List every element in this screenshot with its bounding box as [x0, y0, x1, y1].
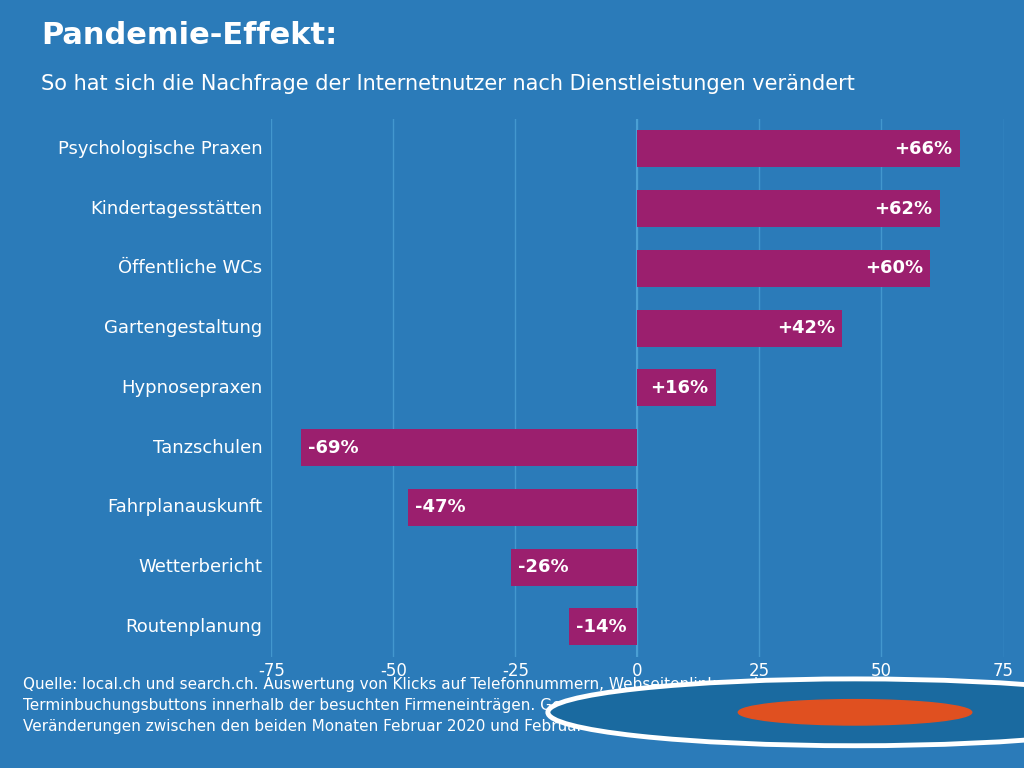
Text: Routenplanung: Routenplanung [126, 617, 262, 636]
Bar [637, 250, 931, 287]
Text: Gartengestaltung: Gartengestaltung [104, 319, 262, 337]
Bar [408, 488, 637, 526]
Bar [637, 131, 959, 167]
Text: Kindertagesstätten: Kindertagesstätten [90, 200, 262, 217]
Bar [637, 369, 716, 406]
Text: +60%: +60% [865, 260, 923, 277]
Text: So hat sich die Nachfrage der Internetnutzer nach Dienstleistungen verändert: So hat sich die Nachfrage der Internetnu… [41, 74, 855, 94]
Text: -69%: -69% [308, 439, 358, 456]
Text: Öffentliche WCs: Öffentliche WCs [119, 260, 262, 277]
Bar [637, 310, 843, 346]
Text: Wetterbericht: Wetterbericht [138, 558, 262, 576]
Text: -26%: -26% [518, 558, 568, 576]
Bar [511, 548, 637, 585]
Text: Hypnosepraxen: Hypnosepraxen [121, 379, 262, 397]
Text: Psychologische Praxen: Psychologische Praxen [58, 140, 262, 158]
Text: Fahrplanauskunft: Fahrplanauskunft [108, 498, 262, 516]
Circle shape [738, 700, 972, 725]
Text: -47%: -47% [416, 498, 466, 516]
Text: Quelle: local.ch und search.ch. Auswertung von Klicks auf Telefonnummern, Websei: Quelle: local.ch und search.ch. Auswertu… [23, 677, 795, 733]
Text: Pandemie-Effekt:: Pandemie-Effekt: [41, 22, 337, 51]
Text: +42%: +42% [777, 319, 836, 337]
Text: -14%: -14% [577, 617, 627, 636]
Text: +16%: +16% [650, 379, 709, 397]
Text: +66%: +66% [894, 140, 952, 158]
Circle shape [548, 679, 1024, 746]
Text: Tanzschulen: Tanzschulen [153, 439, 262, 456]
Bar [569, 608, 637, 645]
Text: +62%: +62% [874, 200, 933, 217]
Bar [637, 190, 940, 227]
Bar [301, 429, 637, 466]
